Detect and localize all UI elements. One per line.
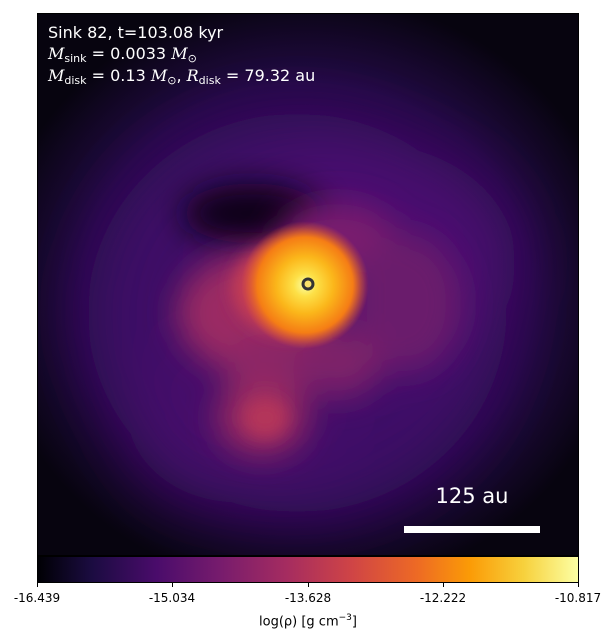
density-map-panel: Sink 82, t=103.08 kyr Msink = 0.0033 M⊙ …	[37, 13, 579, 556]
colorbar-tick-label: -13.628	[284, 591, 332, 605]
scale-bar-label: 125 au	[435, 484, 509, 508]
colorbar-tick-label: -12.222	[419, 591, 467, 605]
sink-title: Sink 82, t=103.08 kyr	[48, 23, 224, 42]
colorbar-tick-label: -16.439	[13, 591, 61, 605]
colorbar-tick	[172, 583, 173, 587]
colorbar-label: log(ρ) [g cm−3]	[259, 613, 357, 630]
colorbar-tick	[443, 583, 444, 587]
colorbar-tick	[37, 583, 38, 587]
colorbar	[37, 556, 579, 583]
scale-bar	[404, 526, 540, 533]
colorbar-tick-label: -10.817	[554, 591, 602, 605]
colorbar-tick	[308, 583, 309, 587]
sink-mass-line: Msink = 0.0033 M⊙	[48, 44, 197, 65]
colorbar-tick	[578, 583, 579, 587]
disk-properties-line: Mdisk = 0.13 M⊙, Rdisk = 79.32 au	[48, 66, 316, 87]
density-map-image	[38, 14, 578, 555]
sink-marker	[301, 277, 315, 291]
colorbar-tick-label: -15.034	[148, 591, 196, 605]
